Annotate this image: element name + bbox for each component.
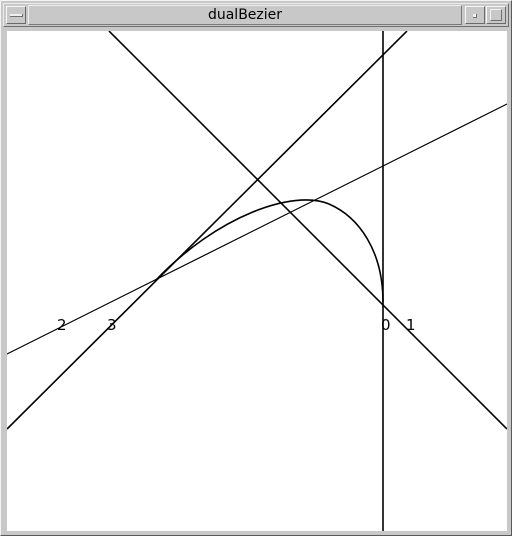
drawing-canvas[interactable]: 2 3 0 1 bbox=[7, 31, 507, 531]
maximize-icon bbox=[490, 9, 502, 21]
title-bar[interactable]: dualBezier bbox=[3, 3, 509, 27]
control-point-label-0: 0 bbox=[381, 316, 391, 334]
minimize-icon bbox=[473, 14, 477, 18]
window-title: dualBezier bbox=[207, 7, 283, 23]
title-area[interactable]: dualBezier bbox=[28, 5, 462, 25]
control-point-label-3: 3 bbox=[107, 316, 117, 334]
dual-line-c bbox=[7, 103, 507, 355]
maximize-button[interactable] bbox=[486, 6, 506, 24]
window-menu-button[interactable] bbox=[6, 6, 26, 24]
control-point-label-1: 1 bbox=[406, 316, 416, 334]
minimize-button[interactable] bbox=[465, 6, 485, 24]
bezier-curve bbox=[155, 199, 384, 303]
dual-line-b bbox=[7, 31, 408, 430]
control-point-label-2: 2 bbox=[57, 316, 67, 334]
window-menu-icon bbox=[10, 14, 23, 17]
dual-line-a bbox=[108, 31, 507, 430]
dual-bezier-plot: 2 3 0 1 bbox=[7, 31, 507, 531]
